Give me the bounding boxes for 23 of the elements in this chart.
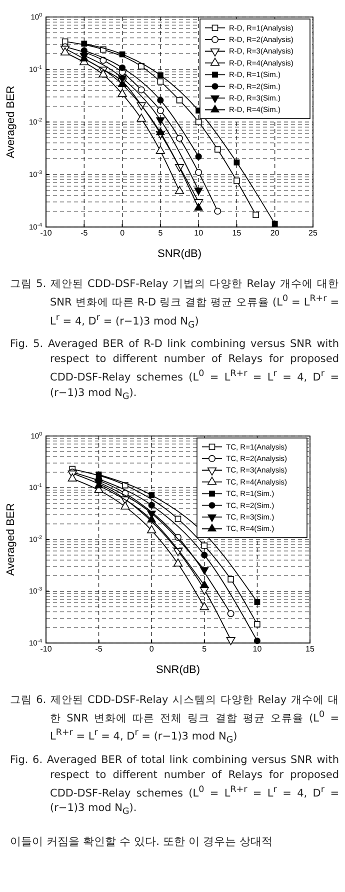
text: 이들이 커짐을 확인할 수 있다. 또한 이 경우는 상대적 xyxy=(10,834,274,850)
x-tick-label: 10 xyxy=(252,644,262,654)
x-tick-label: 0 xyxy=(120,228,126,238)
x-tick-label: 5 xyxy=(202,644,208,654)
x-tick-label: 5 xyxy=(158,228,164,238)
x-tick-label: 15 xyxy=(232,228,242,238)
text: Fig. 5. Averaged BER of R-D link combining versus SNR with respect to different number of Relays for proposed CDD-DSF-Relay schemes (L$^{0}$ = L$^{R+r}$ = L$^{r}$ = 4, D$^{r}$ = (r−1)3 mod N$_{G}$). xyxy=(10,338,339,402)
text: 그림 6. 제안된 CDD-DSF-Relay 시스템의 다양한 Relay 개수에 대한 SNR 변화에 따른 전체 링크 결합 평균 오류율 (L$^{0}$ = L$^{R+r}$ = L$^{r}$ = 4, D$^{r}$ = (r−1)3 mod N$_{G}$) xyxy=(10,694,339,746)
x-tick-label: -5 xyxy=(80,228,88,238)
x-axis-title: SNR(dB) xyxy=(157,248,202,260)
x-tick-label: -10 xyxy=(40,644,52,654)
y-axis-title: Averaged BER xyxy=(5,86,17,158)
x-tick-label: 25 xyxy=(308,228,318,238)
x-tick-label: 20 xyxy=(270,228,280,238)
x-tick-label: -10 xyxy=(40,228,52,238)
x-tick-label: 15 xyxy=(306,644,315,654)
y-axis-title: Averaged BER xyxy=(5,502,17,576)
x-tick-label: 10 xyxy=(194,228,204,238)
x-tick-label: -5 xyxy=(95,644,103,654)
text: 그림 5. 제안된 CDD-DSF-Relay 기법의 다양한 Relay 개수에 대한 SNR 변화에 따른 R-D 링크 결합 평균 오류율 (L$^{0}$ = L$^{R+r}$ = L$^{r}$ = 4, D$^{r}$ = (r−1)3 mod N$_{G}$) xyxy=(10,278,339,330)
x-axis-title: SNR(dB) xyxy=(156,664,200,676)
text: Fig. 6. Averaged BER of total link combining versus SNR with respect to different number of Relays for proposed CDD-DSF-Relay schemes (L$^{0}$ = L$^{R+r}$ = L$^{r}$ = 4, D$^{r}$ = (r−1)3 mod N$_{G}$). xyxy=(10,754,339,818)
x-tick-label: 0 xyxy=(149,644,154,654)
